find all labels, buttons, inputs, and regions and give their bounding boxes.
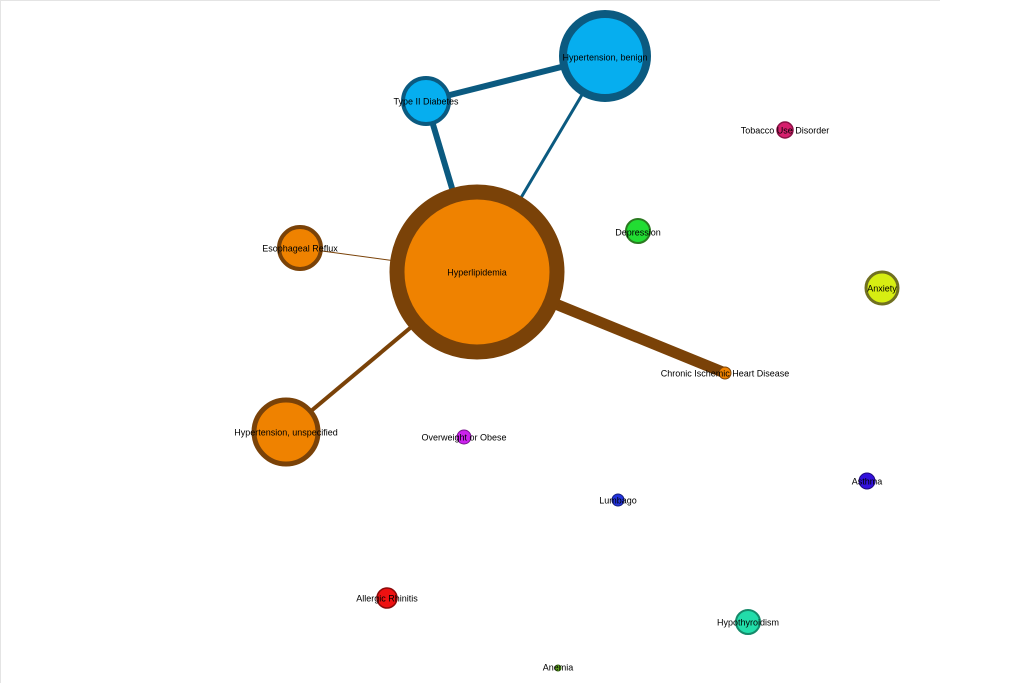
node[interactable] <box>559 10 651 102</box>
node-label: Hypertension, unspecified <box>234 427 338 437</box>
node[interactable] <box>277 225 323 271</box>
node-label: Lumbago <box>599 495 637 505</box>
node-label: Hypothyroidism <box>717 617 779 627</box>
node-label: Anxiety <box>867 283 897 293</box>
node[interactable] <box>389 184 565 360</box>
node[interactable] <box>718 366 732 380</box>
node[interactable] <box>611 493 625 507</box>
node[interactable] <box>625 218 651 244</box>
node[interactable] <box>401 76 451 126</box>
node-label: Hyperlipidemia <box>447 267 507 277</box>
node-label: Anemia <box>543 662 574 672</box>
labels: Hypertension, benign Type II Diabetes Hy… <box>234 52 897 672</box>
node-label: Asthma <box>852 476 883 486</box>
node[interactable] <box>554 664 562 672</box>
node[interactable] <box>456 429 472 445</box>
node-label: Tobacco Use Disorder <box>741 125 830 135</box>
node[interactable] <box>376 587 398 609</box>
node-label: Overweight or Obese <box>421 432 506 442</box>
node[interactable] <box>251 397 321 467</box>
node[interactable] <box>864 270 900 306</box>
node-label: Allergic Rhinitis <box>356 593 418 603</box>
node[interactable] <box>735 609 761 635</box>
node[interactable] <box>858 472 876 490</box>
node-label: Depression <box>615 227 661 237</box>
node-label: Chronic Ischemic Heart Disease <box>661 368 790 378</box>
node-label: Hypertension, benign <box>562 52 647 62</box>
node-label: Esophageal Reflux <box>262 243 338 253</box>
node[interactable] <box>776 121 794 139</box>
node-label: Type II Diabetes <box>393 96 459 106</box>
nodes <box>251 10 900 672</box>
